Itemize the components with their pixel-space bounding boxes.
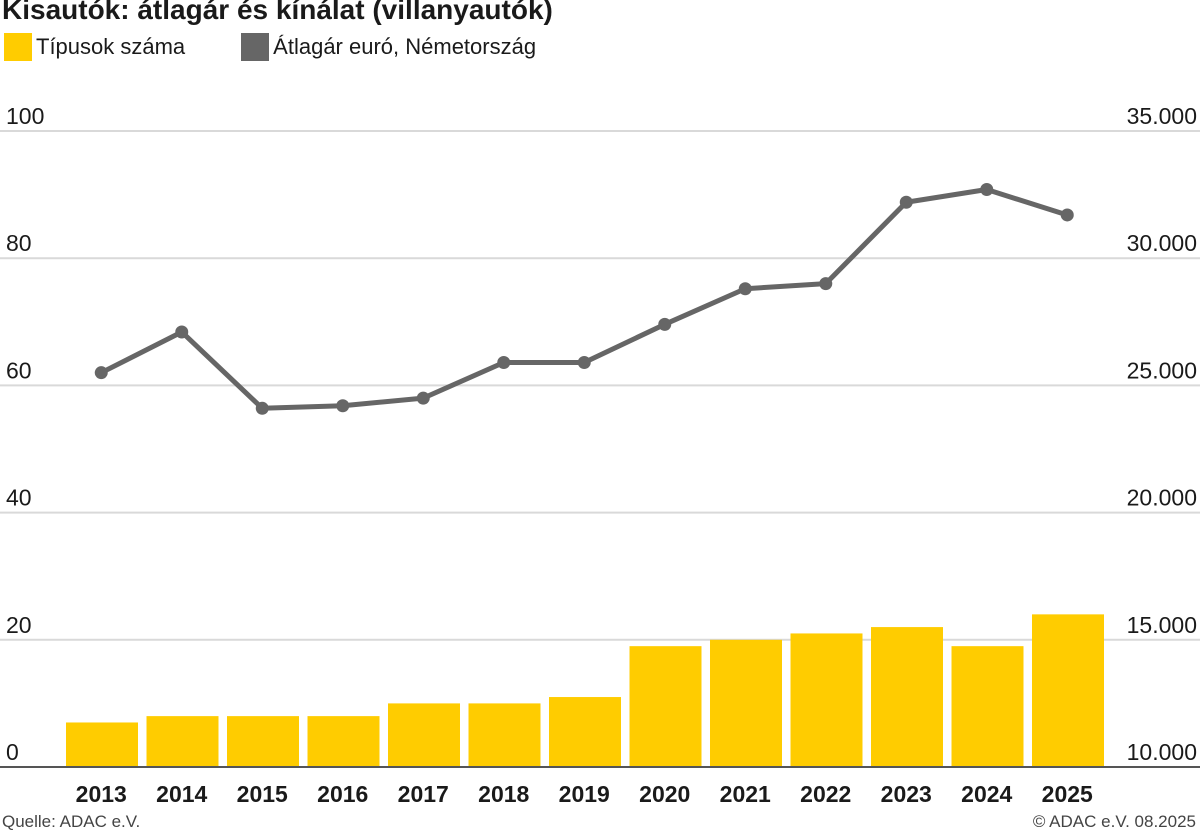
bar (66, 722, 138, 767)
chart-title: Kisautók: átlagár és kínálat (villanyaut… (2, 0, 553, 25)
bar (629, 646, 702, 767)
copyright-note: © ADAC e.V. 08.2025 (1032, 812, 1196, 831)
x-tick-label: 2021 (720, 781, 771, 807)
y-left-tick-label: 40 (6, 485, 32, 511)
price-point (819, 277, 833, 291)
price-point (255, 401, 269, 415)
price-point (416, 391, 430, 405)
y-left-tick-label: 80 (6, 230, 32, 256)
y-left-tick-label: 60 (6, 357, 32, 383)
bar (227, 716, 299, 767)
y-right-tick-label: 20.000 (1127, 485, 1197, 511)
legend-label-price: Átlagár euró, Németország (273, 34, 537, 59)
bar (951, 646, 1024, 767)
price-point (980, 183, 994, 197)
legend-item-models: Típusok száma (4, 33, 185, 61)
bar (468, 703, 541, 767)
x-tick-label: 2013 (76, 781, 127, 807)
bar (146, 716, 219, 767)
y-right-tick-label: 10.000 (1127, 739, 1197, 765)
price-line (100, 187, 1069, 411)
bar (388, 703, 460, 767)
legend-label-models: Típusok száma (36, 34, 186, 59)
source-note: Quelle: ADAC e.V. (2, 812, 141, 831)
bar (1032, 614, 1104, 767)
y-left-tick-label: 100 (6, 103, 44, 129)
bar (549, 697, 621, 767)
x-tick-label: 2017 (398, 781, 449, 807)
x-tick-label: 2024 (961, 781, 1012, 807)
x-tick-label: 2014 (156, 781, 207, 807)
price-point (497, 356, 511, 370)
x-tick-label: 2018 (478, 781, 529, 807)
x-tick-label: 2022 (800, 781, 851, 807)
x-tick-label: 2015 (237, 781, 288, 807)
y-right-tick-label: 30.000 (1127, 230, 1197, 256)
y-right-tick-label: 15.000 (1127, 612, 1197, 638)
bar (710, 639, 782, 767)
y-right-tick-label: 35.000 (1127, 103, 1197, 129)
x-tick-label: 2023 (881, 781, 932, 807)
x-tick-label: 2020 (639, 781, 690, 807)
x-tick-label: 2016 (317, 781, 368, 807)
legend-item-price: Átlagár euró, Németország (241, 33, 536, 61)
price-point (738, 282, 752, 296)
bar (790, 633, 863, 767)
legend: Típusok száma Átlagár euró, Németország (4, 33, 536, 61)
x-tick-label: 2019 (559, 781, 610, 807)
x-tick-label: 2025 (1042, 781, 1093, 807)
price-point (94, 366, 108, 380)
legend-swatch-price (241, 33, 270, 61)
legend-swatch-models (4, 33, 32, 61)
price-point (336, 399, 350, 413)
y-right-tick-label: 25.000 (1127, 357, 1197, 383)
price-point (1060, 208, 1074, 222)
y-left-tick-label: 0 (6, 739, 19, 765)
price-point (658, 317, 672, 331)
price-point (899, 195, 913, 209)
y-left-tick-label: 20 (6, 612, 32, 638)
bar (307, 716, 380, 767)
price-point (175, 325, 189, 339)
price-point (577, 356, 591, 370)
bar (871, 627, 943, 767)
